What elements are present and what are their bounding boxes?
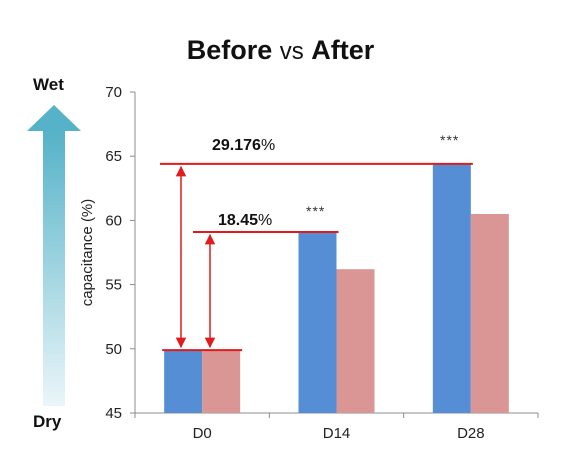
x-tick-label: D14 — [323, 425, 351, 442]
y-axis-label: capacitance (%) — [79, 199, 96, 307]
bar-d28-series-1 — [432, 163, 471, 413]
y-tick-label: 45 — [105, 405, 122, 422]
significance-d28: *** — [440, 132, 460, 148]
title-vs: vs — [279, 38, 304, 65]
bar-d14-series-1 — [298, 231, 337, 413]
bar-d14-series-2 — [336, 269, 375, 413]
y-tick-label: 65 — [105, 148, 122, 165]
bar-d0-series-1 — [164, 350, 203, 413]
title-after: After — [311, 35, 375, 65]
x-tick-label: D0 — [193, 425, 212, 442]
bar-d28-series-2 — [470, 213, 509, 413]
annotation-d28-increase: 29.176% — [212, 137, 276, 154]
wet-dry-scale — [27, 105, 81, 406]
scale-gradient-bar — [43, 131, 65, 406]
y-tick-label: 70 — [105, 84, 122, 101]
annotation-d14-increase: 18.45% — [218, 212, 273, 229]
plot-area: 45 50 55 60 65 70 D0 D14 D28 capacitance (%) — [79, 84, 539, 442]
y-tick-label: 55 — [105, 277, 122, 294]
x-tick-label: D28 — [457, 425, 485, 442]
dry-label: Dry — [33, 412, 62, 431]
y-tick-label: 50 — [105, 341, 122, 358]
wet-label: Wet — [33, 75, 64, 94]
bar-d0-series-2 — [202, 350, 241, 413]
title-before: Before — [186, 35, 273, 65]
y-tick-label: 60 — [105, 212, 122, 229]
scale-arrow-head — [27, 105, 81, 131]
chart-title: Before vs After — [0, 35, 561, 66]
significance-d14: *** — [306, 203, 326, 219]
